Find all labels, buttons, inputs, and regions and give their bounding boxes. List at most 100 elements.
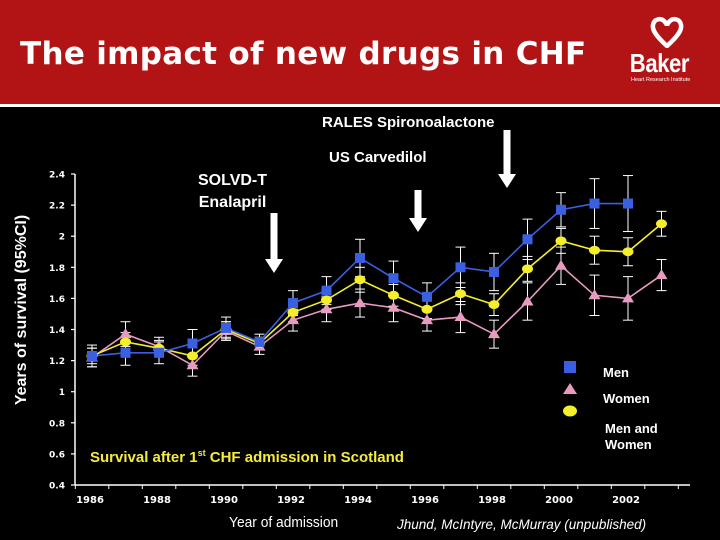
x-tick-label: 2000 (545, 495, 573, 506)
square-marker (489, 266, 499, 277)
banner-divider (0, 104, 720, 107)
circle-marker (488, 300, 500, 310)
legend-men-label: Men (603, 365, 629, 380)
x-tick-label: 1992 (277, 495, 305, 506)
annotation-solvd: SOLVD-T Enalapril (198, 170, 267, 214)
arrow-down-icon (498, 174, 516, 188)
triangle-marker (655, 269, 668, 280)
square-marker (187, 338, 198, 349)
chart-subtitle: Survival after 1st CHF admission in Scot… (90, 448, 404, 466)
slide-title: The impact of new drugs in CHF (20, 36, 587, 72)
y-tick-label: 0.6 (49, 450, 65, 460)
y-tick-label: 1.8 (49, 264, 65, 274)
triangle-marker (555, 259, 567, 270)
triangle-marker (186, 359, 199, 370)
square-marker (321, 285, 332, 296)
square-marker (623, 198, 633, 209)
circle-marker (321, 295, 332, 305)
legend-square-icon (564, 361, 576, 373)
circle-marker (354, 275, 366, 285)
triangle-marker (354, 297, 366, 308)
x-tick-label: 2002 (612, 495, 640, 506)
x-axis-label: Year of admission (229, 514, 339, 531)
circle-marker (287, 307, 299, 317)
y-axis-label: Years of survival (95%CI) (13, 214, 30, 406)
logo-wordmark: Baker (629, 48, 690, 78)
triangle-marker (387, 301, 400, 312)
triangle-marker (421, 314, 433, 325)
legend-combined-line1: Men and (605, 421, 658, 436)
triangle-marker (521, 295, 534, 306)
circle-marker (455, 289, 466, 299)
y-tick-label: 2.2 (49, 202, 65, 212)
y-tick-label: 1.2 (49, 357, 65, 367)
y-tick-label: 0.8 (49, 419, 65, 429)
circle-marker (388, 290, 399, 300)
square-marker (254, 336, 265, 347)
circle-marker (120, 337, 131, 347)
arrow-down-icon-shaft (503, 130, 511, 175)
annotation-carvedilol: US Carvedilol (329, 149, 427, 166)
arrow-down-icon (265, 259, 283, 273)
subtitle-sup: st (197, 448, 206, 458)
square-marker (556, 204, 566, 215)
square-marker (589, 198, 600, 209)
arrow-down-icon (409, 218, 427, 232)
legend-triangle-icon (563, 383, 577, 394)
triangle-marker (119, 328, 132, 339)
logo-subtitle: Heart Research Institute (631, 77, 691, 83)
square-marker (154, 347, 164, 358)
square-marker (455, 262, 466, 273)
subtitle-pre: Survival after 1 (90, 449, 198, 466)
legend-circle-icon (563, 405, 577, 417)
triangle-marker (488, 328, 500, 339)
series-line-women (91, 264, 662, 367)
square-marker (522, 234, 533, 245)
triangle-marker (588, 289, 601, 300)
legend-combined-label: Men and Women (605, 421, 658, 453)
x-tick-label: 1994 (344, 495, 372, 506)
title-banner (0, 0, 720, 104)
circle-marker (622, 247, 634, 257)
square-marker (422, 291, 432, 302)
circle-marker (589, 245, 600, 255)
x-tick-label: 1986 (76, 495, 104, 506)
citation: Jhund, McIntyre, McMurray (unpublished) (397, 517, 647, 532)
series-line-men-and-women (91, 223, 663, 357)
square-marker (355, 252, 365, 263)
annotation-solvd-line1: SOLVD-T (198, 172, 268, 189)
triangle-marker (287, 314, 299, 325)
legend-combined-line2: Women (605, 437, 652, 452)
square-marker (120, 347, 131, 358)
x-tick-label: 1996 (411, 495, 439, 506)
y-tick-label: 1.4 (49, 326, 65, 336)
y-tick-label: 2 (59, 233, 65, 243)
y-tick-label: 0.4 (49, 482, 65, 492)
triangle-marker (320, 303, 333, 314)
heart-icon (650, 16, 684, 48)
arrow-down-icon-shaft (270, 213, 278, 260)
subtitle-post: CHF admission in Scotland (205, 449, 404, 466)
annotation-solvd-line2: Enalapril (198, 194, 267, 211)
x-tick-label: 1990 (210, 495, 238, 506)
y-tick-label: 2.4 (49, 171, 65, 181)
x-tick-label: 1988 (143, 495, 171, 506)
circle-marker (656, 219, 667, 229)
square-marker (87, 350, 97, 361)
baker-logo: Baker Heart Research Institute (628, 16, 708, 90)
y-tick-label: 1 (59, 388, 65, 398)
legend-women-label: Women (603, 391, 650, 406)
circle-marker (421, 304, 433, 314)
square-marker (221, 322, 231, 333)
circle-marker (187, 351, 198, 361)
square-marker (288, 298, 298, 309)
circle-marker (522, 264, 533, 274)
annotation-rales: RALES Spironoalactone (322, 114, 495, 131)
y-tick-label: 1.6 (49, 295, 65, 305)
circle-marker (555, 236, 567, 246)
survival-chart: 0.4 0.6 0.8 1 1.2 1.4 1.6 1.8 2 2.2 2.4 1986 1988 199… (49, 130, 690, 506)
square-marker (388, 273, 399, 284)
triangle-marker (454, 311, 467, 322)
triangle-marker (622, 292, 634, 303)
x-tick-label: 1998 (478, 495, 506, 506)
